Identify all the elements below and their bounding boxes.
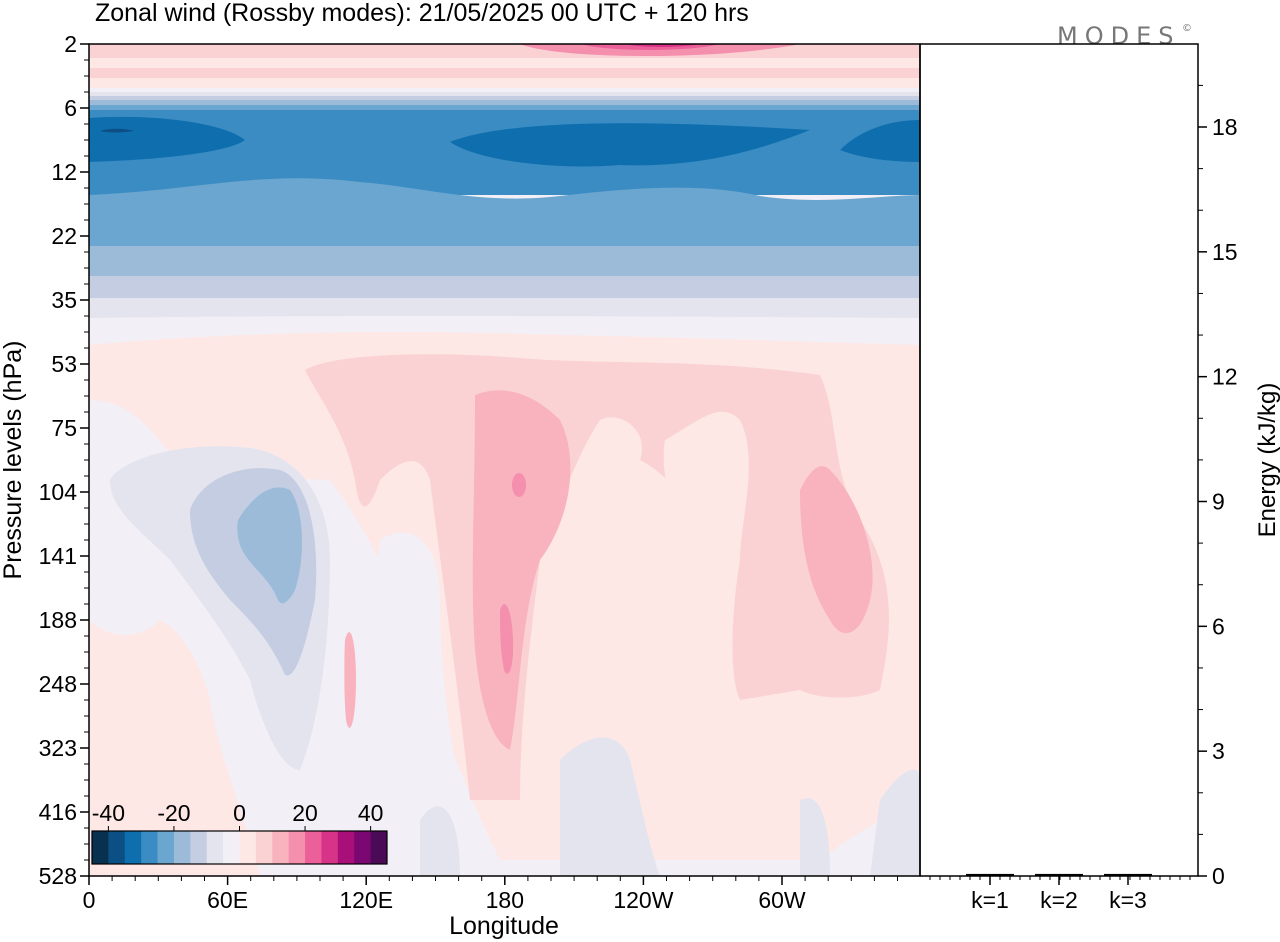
colorbar-tick-label: -40 xyxy=(92,800,125,826)
energy-tick-label: 12 xyxy=(1212,364,1238,390)
band-top-light xyxy=(89,58,920,68)
band-zero xyxy=(89,88,920,92)
energy-tick-label: 3 xyxy=(1212,738,1225,764)
band-neg-5 xyxy=(89,92,920,96)
y-tick-label: 188 xyxy=(39,607,77,633)
colorbar-tick-label: 40 xyxy=(358,800,384,826)
heatmap-axes: 0 60E 120E 180 120W 60W 2 6 12 22 35 53 75 104 141 188 2… xyxy=(39,31,898,913)
colorbar-swatch xyxy=(108,831,126,864)
colorbar-swatch xyxy=(305,831,322,864)
colorbar-swatch xyxy=(124,831,142,864)
colorbar-swatch xyxy=(173,831,191,864)
region-pos-15-east xyxy=(800,466,873,634)
energy-category-label: k=2 xyxy=(1040,887,1078,913)
colorbar-swatch xyxy=(354,831,372,864)
colorbar-swatch xyxy=(321,831,339,864)
region-pos-20-a xyxy=(500,604,514,674)
colorbar: -40 -20 0 20 40 xyxy=(91,800,388,865)
colorbar-swatch xyxy=(141,831,158,864)
energy-category-label: k=1 xyxy=(971,887,1009,913)
energy-axis-label: Energy (kJ/kg) xyxy=(1254,383,1280,538)
y-tick-label: 104 xyxy=(39,479,78,505)
energy-bar-k=1 xyxy=(966,873,1014,876)
colorbar-swatch xyxy=(272,831,290,864)
energy-bar-k=3 xyxy=(1104,873,1152,876)
energy-tick-label: 6 xyxy=(1212,613,1225,639)
y-tick-label: 2 xyxy=(64,31,77,57)
region-pos-15-central xyxy=(472,390,571,750)
logo-copyright-mark: © xyxy=(1182,23,1199,34)
band-top-pink-2 xyxy=(89,68,920,78)
colorbar-swatch xyxy=(206,831,224,864)
energy-tick-label: 9 xyxy=(1212,489,1225,515)
band-neg-20 xyxy=(89,105,920,110)
colorbar-swatch xyxy=(190,831,208,864)
energy-category-label: k=3 xyxy=(1109,887,1147,913)
cell-neg-15 xyxy=(237,487,302,604)
y-tick-label: 416 xyxy=(39,799,77,825)
band-neg-15-lower xyxy=(89,246,920,276)
modes-logo: MODES xyxy=(1057,22,1180,50)
region-neg-mid xyxy=(560,737,660,876)
x-tick-label: 0 xyxy=(83,887,96,913)
y-tick-label: 323 xyxy=(39,735,77,761)
band-top-light-2 xyxy=(89,78,920,88)
energy-axes: 0 3 6 9 12 15 18 k=1 k=2 k=3 xyxy=(929,84,1238,913)
band-neg-15 xyxy=(89,100,920,105)
zonal-wind-field xyxy=(89,44,920,876)
jet-max-pink xyxy=(520,44,800,56)
x-tick-label: 60E xyxy=(207,887,248,913)
region-pos-15-thin xyxy=(344,632,356,728)
colorbar-tick-label: 0 xyxy=(233,800,246,826)
y-tick-label: 6 xyxy=(64,95,77,121)
core-west xyxy=(89,116,245,162)
region-pos-west xyxy=(89,620,260,876)
colorbar-swatch xyxy=(223,831,240,864)
y-tick-label: 35 xyxy=(51,287,77,313)
x-tick-label: 120E xyxy=(339,887,393,913)
energy-frame xyxy=(919,43,1199,877)
notch-light xyxy=(663,411,749,700)
y-tick-label: 248 xyxy=(39,671,77,697)
x-tick-label: 60W xyxy=(758,887,806,913)
band-neg-20-lower xyxy=(89,178,920,250)
y-tick-label: 528 xyxy=(39,863,77,889)
y-tick-label: 141 xyxy=(39,543,77,569)
region-neg-small xyxy=(420,806,460,876)
colorbar-swatch xyxy=(239,831,257,864)
x-axis-label: Longitude xyxy=(449,912,559,940)
y-tick-label: 12 xyxy=(51,159,77,185)
y-tick-label: 53 xyxy=(51,351,77,377)
colorbar-tick-label: 20 xyxy=(292,800,318,826)
x-tick-label: 180 xyxy=(486,887,524,913)
x-tick-label: 120W xyxy=(613,887,673,913)
band-neg-10-lower xyxy=(89,276,920,298)
colorbar-swatch xyxy=(255,831,273,864)
region-zero-mid xyxy=(372,532,480,876)
region-neg-east xyxy=(800,798,830,876)
y-tick-label: 75 xyxy=(51,415,77,441)
core-west-max xyxy=(100,128,134,133)
colorbar-swatch xyxy=(157,831,175,864)
core-east xyxy=(840,120,920,162)
energy-tick-label: 0 xyxy=(1212,863,1225,889)
colorbar-swatch xyxy=(337,831,355,864)
energy-tick-label: 15 xyxy=(1212,239,1238,265)
y-axis-label: Pressure levels (hPa) xyxy=(0,341,27,580)
band-neg-10 xyxy=(89,96,920,100)
energy-bar-k=2 xyxy=(1035,873,1083,876)
band-neg-5-lower xyxy=(89,298,920,318)
band-top-pink xyxy=(89,44,920,58)
colorbar-swatch xyxy=(288,831,306,864)
colorbar-tick-label: -20 xyxy=(157,800,190,826)
region-pos-20-b xyxy=(512,473,526,497)
y-tick-label: 22 xyxy=(51,223,77,249)
region-neg-far-east xyxy=(870,769,920,876)
core-central xyxy=(450,123,810,167)
colorbar-swatch xyxy=(370,831,388,864)
energy-tick-label: 18 xyxy=(1212,114,1238,140)
chart-title: Zonal wind (Rossby modes): 21/05/2025 00… xyxy=(95,0,749,27)
colorbar-swatch xyxy=(92,831,109,864)
